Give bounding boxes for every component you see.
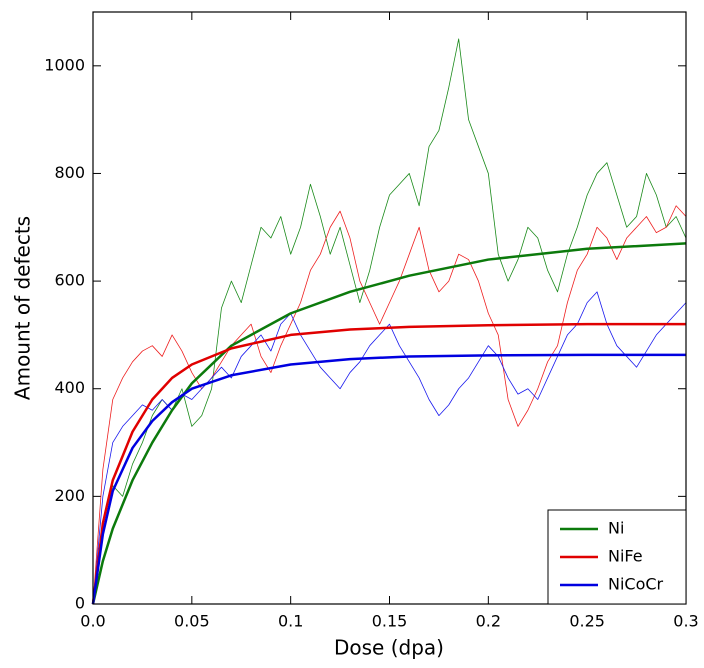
y-tick-label: 600 [54,271,85,290]
y-tick-label: 800 [54,163,85,182]
trace-line [92,291,687,605]
x-axis-title: Dose (dpa) [334,636,444,660]
y-axis-title: Amount of defects [11,216,35,400]
x-tick-label: 0.1 [278,612,303,631]
x-tick-label: 0.15 [372,612,408,631]
y-tick-label: 400 [54,378,85,397]
fit-line [91,322,686,605]
x-tick-label: 0.05 [174,612,210,631]
legend-label: NiCoCr [608,575,664,594]
y-tick-label: 200 [54,486,85,505]
plot-frame [92,11,687,605]
x-tick-label: 0.25 [569,612,605,631]
y-tick-label: 0 [75,594,85,613]
y-tick-label: 1000 [44,55,85,74]
fit-line [91,353,686,605]
legend-label: Ni [608,519,624,538]
x-tick-label: 0.2 [476,612,501,631]
trace-line [92,38,687,605]
legend-label: NiFe [608,547,643,566]
trace-line [92,205,687,605]
x-tick-label: 0.0 [80,612,105,631]
x-tick-label: 0.3 [673,612,698,631]
fit-line [91,242,687,605]
